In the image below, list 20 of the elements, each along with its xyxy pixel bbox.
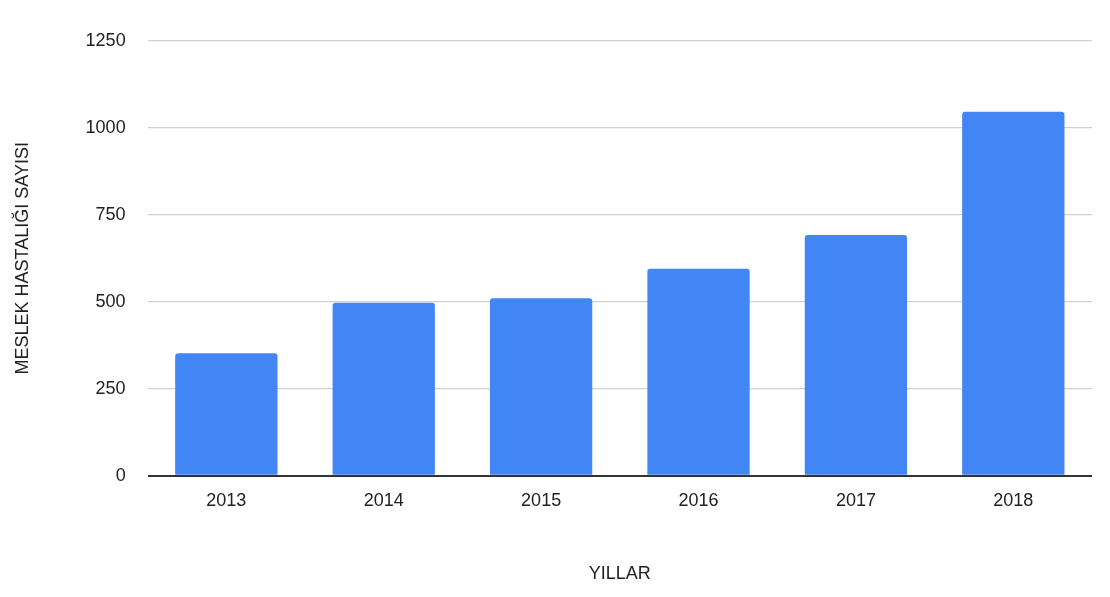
bar xyxy=(962,111,1065,475)
y-tick-label: 1250 xyxy=(85,29,126,50)
bar xyxy=(332,302,435,475)
y-tick-label: 0 xyxy=(115,464,126,485)
x-tick-label: 2016 xyxy=(678,489,719,510)
y-tick-label: 750 xyxy=(95,203,126,224)
bar xyxy=(175,353,278,475)
x-tick-label: 2014 xyxy=(363,489,404,510)
x-axis-title: YILLAR xyxy=(588,563,651,584)
x-tick-label: 2017 xyxy=(835,489,876,510)
bar xyxy=(804,234,908,475)
x-tick-label: 2018 xyxy=(993,489,1034,510)
y-tick-label: 250 xyxy=(95,377,126,398)
y-tick-label: 1000 xyxy=(85,116,126,137)
bar xyxy=(647,268,750,475)
bar xyxy=(489,298,593,475)
x-tick-label: 2013 xyxy=(206,489,247,510)
x-tick-label: 2015 xyxy=(521,489,562,510)
y-axis-title: MESLEK HASTALIĞI SAYISI xyxy=(10,142,32,375)
y-tick-label: 500 xyxy=(95,290,126,311)
